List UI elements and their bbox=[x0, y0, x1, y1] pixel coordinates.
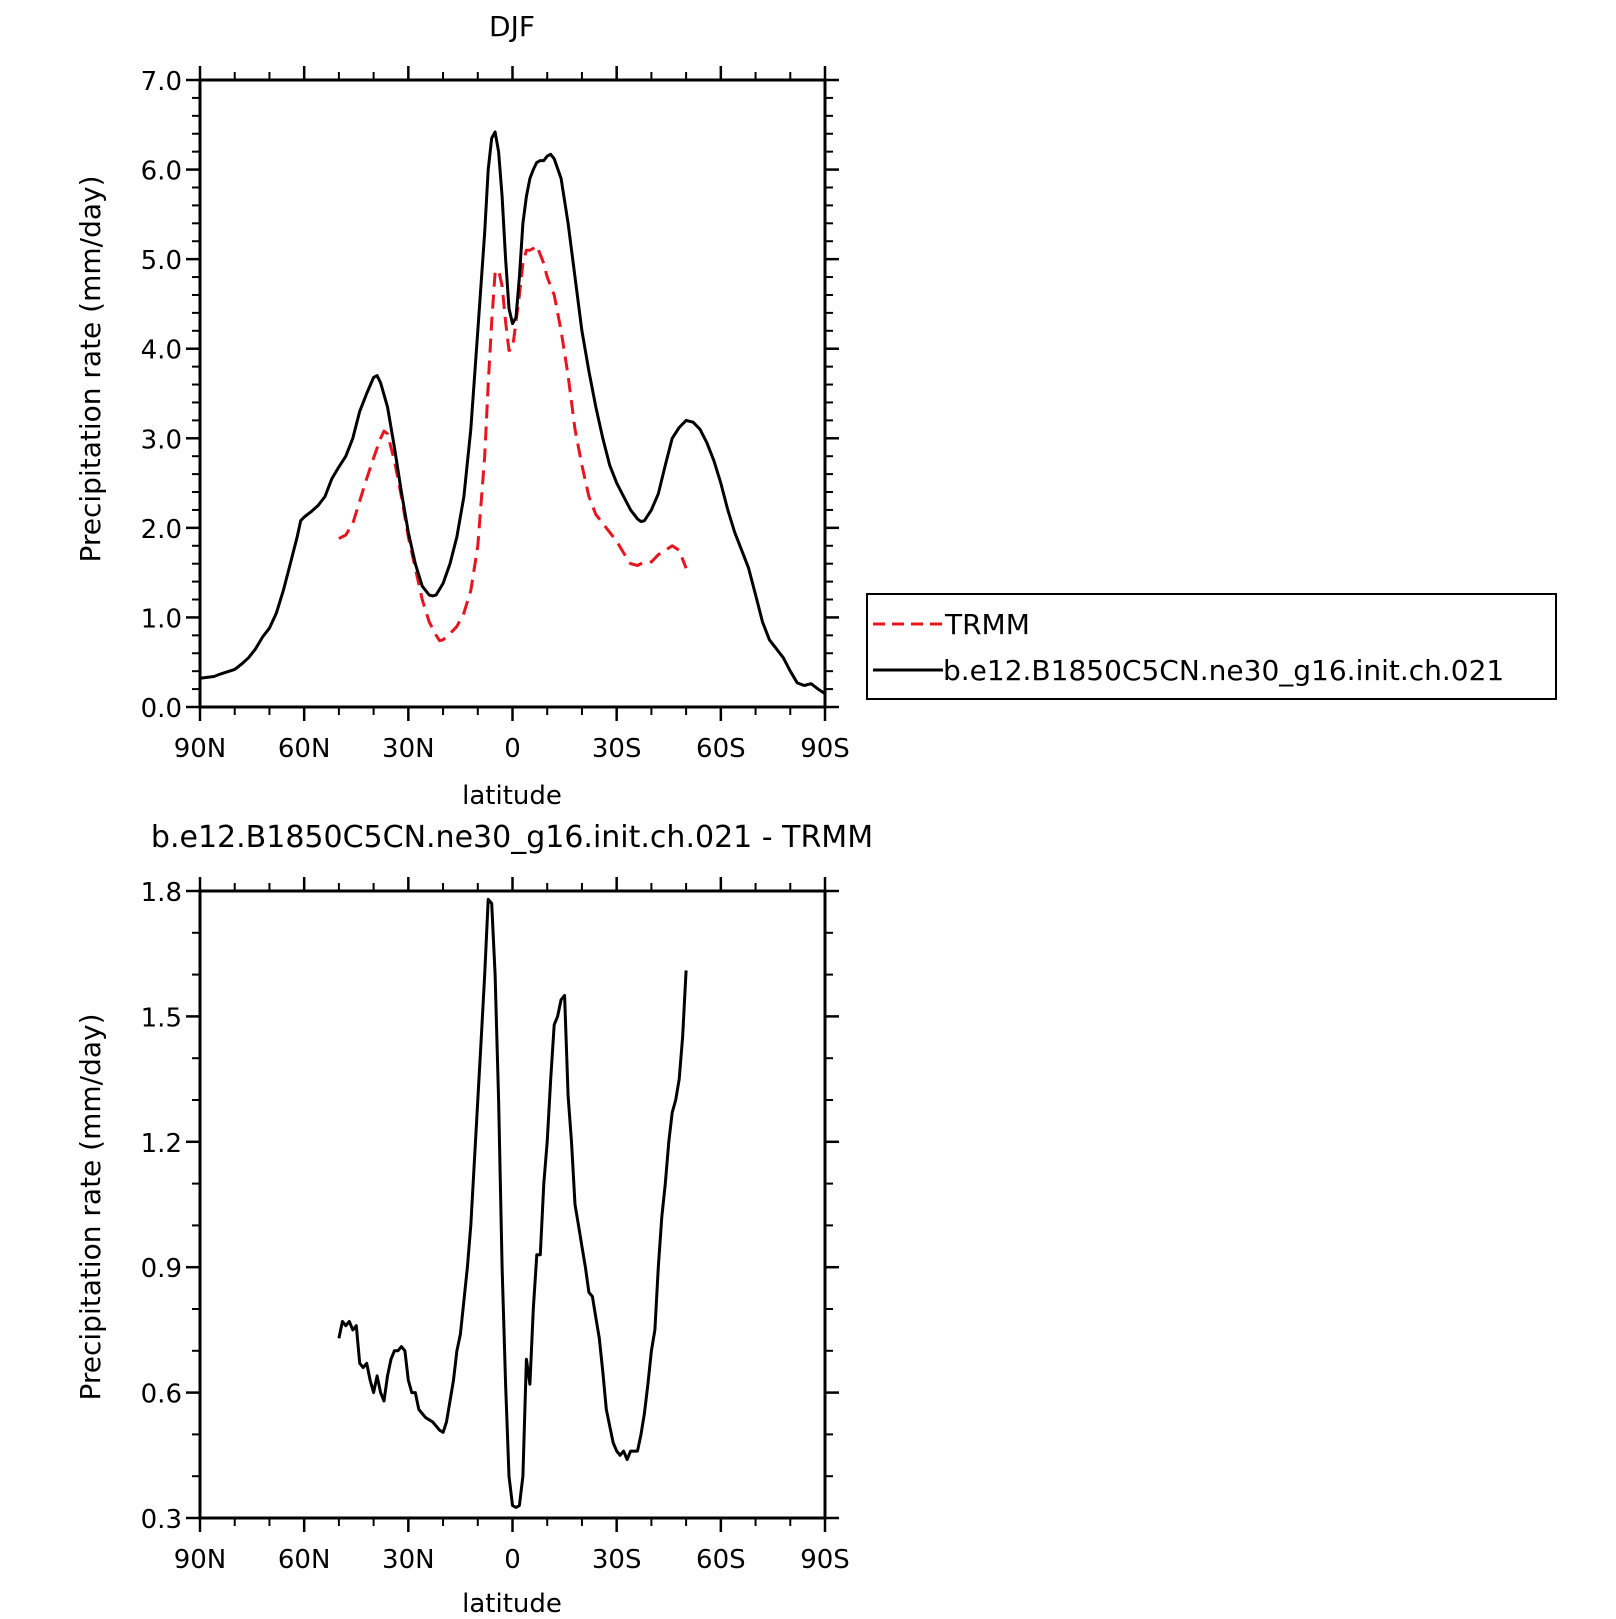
y-tick-labels: 0.0 1.0 2.0 3.0 4.0 5.0 6.0 7.0 bbox=[141, 67, 182, 724]
y-tick-label: 0.3 bbox=[141, 1505, 182, 1535]
y-tick-label: 1.2 bbox=[141, 1129, 182, 1159]
y-tick-label: 3.0 bbox=[141, 425, 182, 455]
series-line-b-e12-b1850c5cn-ne30-g16-init-ch-021 bbox=[199, 130, 826, 695]
x-tick-label: 90S bbox=[800, 734, 850, 764]
x-tick-label: 60N bbox=[278, 734, 331, 764]
legend-label-trmm: TRMM bbox=[944, 608, 1030, 641]
y-tick-label: 4.0 bbox=[141, 336, 182, 366]
x-tick-labels: 90N 60N 30N 0 30S 60S 90S bbox=[174, 734, 850, 764]
y-axis-label: Precipitation rate (mm/day) bbox=[74, 175, 107, 562]
y-tick-labels: 0.3 0.6 0.9 1.2 1.5 1.8 bbox=[141, 878, 182, 1535]
x-tick-label: 60N bbox=[278, 1545, 331, 1575]
y-tick-label: 2.0 bbox=[141, 515, 182, 545]
x-tick-label: 0 bbox=[504, 1545, 521, 1575]
y-tick-label: 0.6 bbox=[141, 1380, 182, 1410]
x-tick-label: 60S bbox=[696, 1545, 746, 1575]
y-axis-label: Precipitation rate (mm/day) bbox=[74, 1013, 107, 1400]
x-tick-label: 30S bbox=[592, 1545, 642, 1575]
x-tick-label: 30S bbox=[592, 734, 642, 764]
legend: TRMM b.e12.B1850C5CN.ne30_g16.init.ch.02… bbox=[866, 593, 1557, 700]
y-tick-label: 1.5 bbox=[141, 1003, 182, 1033]
legend-label-model: b.e12.B1850C5CN.ne30_g16.init.ch.021 bbox=[943, 654, 1504, 687]
legend-box bbox=[866, 593, 1557, 700]
y-tick-label: 0.9 bbox=[141, 1254, 182, 1284]
x-tick-labels: 90N 60N 30N 0 30S 60S 90S bbox=[174, 1545, 850, 1575]
chart-djf: DJF Precipitation rate (mm/day) latitude… bbox=[74, 10, 1557, 811]
x-tick-label: 30N bbox=[382, 1545, 435, 1575]
plot-frame bbox=[198, 78, 827, 709]
chart-title: b.e12.B1850C5CN.ne30_g16.init.ch.021 - T… bbox=[151, 820, 873, 855]
plot-frame bbox=[198, 889, 827, 1520]
x-tick-label: 90N bbox=[174, 734, 227, 764]
chart-difference: b.e12.B1850C5CN.ne30_g16.init.ch.021 - T… bbox=[74, 820, 873, 1619]
x-tick-label: 30N bbox=[382, 734, 435, 764]
x-tick-label: 60S bbox=[696, 734, 746, 764]
plot-lines bbox=[199, 130, 826, 695]
series-line-difference bbox=[337, 897, 688, 1509]
y-tick-label: 5.0 bbox=[141, 246, 182, 276]
plot-lines bbox=[337, 897, 688, 1509]
x-axis-label: latitude bbox=[462, 781, 562, 811]
y-tick-label: 6.0 bbox=[141, 157, 182, 187]
x-tick-label: 0 bbox=[504, 734, 521, 764]
x-tick-label: 90N bbox=[174, 1545, 227, 1575]
y-tick-label: 1.8 bbox=[141, 878, 182, 908]
x-axis-label: latitude bbox=[462, 1589, 562, 1619]
x-tick-label: 90S bbox=[800, 1545, 850, 1575]
y-tick-label: 1.0 bbox=[141, 604, 182, 634]
chart-title: DJF bbox=[489, 10, 535, 43]
y-tick-label: 0.0 bbox=[141, 694, 182, 724]
y-tick-label: 7.0 bbox=[141, 67, 182, 97]
